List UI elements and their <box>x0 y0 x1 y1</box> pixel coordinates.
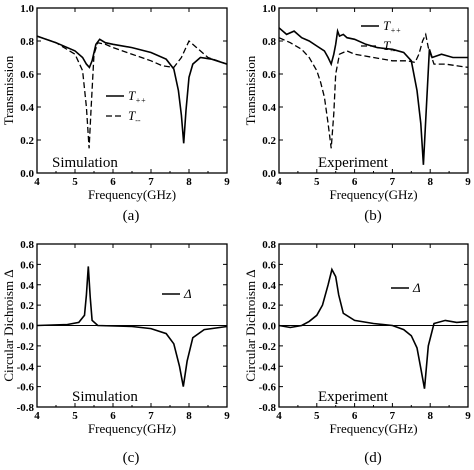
x-tick-label: 8 <box>186 176 192 188</box>
y-tick-label: 0.6 <box>262 69 276 81</box>
x-tick-label: 7 <box>148 176 154 188</box>
panel-a: 4 5 6 7 8 9 0.0 0.2 0.4 0.6 0.8 1.0 Frequency(GHz) Tr… <box>1 3 230 224</box>
inset-label: Experiment <box>318 155 389 171</box>
y-tick-label: 1.0 <box>20 3 34 15</box>
y-tick-label: 0.4 <box>262 102 276 114</box>
x-tick-label: 7 <box>390 176 396 188</box>
y-axis-label: Transmission <box>1 55 16 125</box>
y-tick-label: 0.0 <box>20 168 34 180</box>
y-tick-label: 0.4 <box>20 280 34 292</box>
y-tick-label: 0.0 <box>20 321 34 333</box>
y-tick-label: 0.2 <box>262 135 276 147</box>
series-line-solid <box>278 27 468 165</box>
y-tick-label: 1.0 <box>262 3 276 15</box>
x-tick-label: 4 <box>276 176 282 188</box>
x-tick-label: 9 <box>465 176 471 188</box>
y-tick-label: 0.6 <box>20 259 34 271</box>
x-tick-label: 9 <box>224 176 230 188</box>
y-axis-label: Circular Dichroism Δ <box>243 269 258 381</box>
x-tick-label: 8 <box>186 410 192 422</box>
x-tick-label: 6 <box>110 410 116 422</box>
y-tick-label: 0.8 <box>262 239 276 251</box>
x-tick-label: 4 <box>34 176 40 188</box>
x-tick-label: 7 <box>390 410 396 422</box>
panel-label: (c) <box>123 450 140 466</box>
y-tick-label: 0.0 <box>262 321 276 333</box>
x-axis-label: Frequency(GHz) <box>329 187 417 202</box>
legend-label: T-- <box>128 108 141 125</box>
x-tick-label: 5 <box>72 410 78 422</box>
series-line-solid <box>36 35 228 144</box>
y-tick-label: 0.6 <box>262 259 276 271</box>
x-tick-label: 8 <box>427 410 433 422</box>
panel-c: 4 5 6 7 8 9 -0.8 -0.6 -0.4 -0.2 0.0 0.2 0.4 0.6 0.8 Fre… <box>1 239 230 466</box>
x-tick-label: 6 <box>352 410 358 422</box>
series-line-solid <box>36 266 228 387</box>
panel-label: (b) <box>364 208 382 224</box>
x-axis-label: Frequency(GHz) <box>88 421 176 436</box>
x-tick-label: 5 <box>72 176 78 188</box>
legend-label: Δ <box>412 280 421 295</box>
y-tick-label: -0.8 <box>259 402 277 414</box>
legend-label: Δ <box>183 286 192 301</box>
y-tick-label: 0.4 <box>262 280 276 292</box>
panel-b: 4 5 6 7 8 9 0.0 0.2 0.4 0.6 0.8 1.0 Frequency(GHz) Tr… <box>243 3 471 224</box>
y-tick-label: 0.0 <box>262 168 276 180</box>
y-tick-label: 0.8 <box>262 36 276 48</box>
panel-label: (d) <box>364 450 382 466</box>
legend-label: T++ <box>383 18 401 35</box>
x-tick-label: 8 <box>427 176 433 188</box>
x-tick-label: 6 <box>352 176 358 188</box>
y-tick-label: -0.2 <box>259 341 277 353</box>
x-tick-label: 9 <box>465 410 471 422</box>
x-tick-label: 4 <box>276 410 282 422</box>
series-line-solid <box>278 267 469 389</box>
legend-label: T-- <box>383 38 396 55</box>
y-tick-label: -0.4 <box>259 361 277 373</box>
inset-label: Simulation <box>52 155 118 171</box>
y-tick-label: 0.2 <box>20 300 34 312</box>
x-axis-label: Frequency(GHz) <box>329 421 417 436</box>
series-line-dashed <box>36 35 228 149</box>
y-tick-label: -0.4 <box>17 361 35 373</box>
panel-label: (a) <box>123 208 140 224</box>
x-tick-label: 9 <box>224 410 230 422</box>
y-axis-label: Circular Dichroism Δ <box>1 269 16 381</box>
y-tick-label: 0.6 <box>20 69 34 81</box>
plot-frame <box>278 7 469 174</box>
x-tick-label: 7 <box>148 410 154 422</box>
y-tick-label: -0.6 <box>259 382 277 394</box>
x-tick-label: 5 <box>314 176 320 188</box>
y-tick-label: 0.4 <box>20 102 34 114</box>
y-tick-label: -0.8 <box>17 402 35 414</box>
y-tick-label: 0.2 <box>20 135 34 147</box>
x-tick-label: 6 <box>110 176 116 188</box>
y-tick-label: 0.2 <box>262 300 276 312</box>
y-tick-label: -0.6 <box>17 382 35 394</box>
x-tick-label: 4 <box>34 410 40 422</box>
inset-label: Experiment <box>318 389 389 405</box>
inset-label: Simulation <box>72 389 138 405</box>
panel-d: 4 5 6 7 8 9 -0.8 -0.6 -0.4 -0.2 0.0 0.2 0.4 0.6 0.8 Fre… <box>243 239 471 466</box>
x-axis-label: Frequency(GHz) <box>88 187 176 202</box>
legend-label: T++ <box>128 88 146 105</box>
series-line-dashed <box>278 32 469 149</box>
y-tick-label: 0.8 <box>20 36 34 48</box>
y-tick-label: 0.8 <box>20 239 34 251</box>
y-tick-label: -0.2 <box>17 341 35 353</box>
x-tick-label: 5 <box>314 410 320 422</box>
y-axis-label: Transmission <box>243 55 258 125</box>
